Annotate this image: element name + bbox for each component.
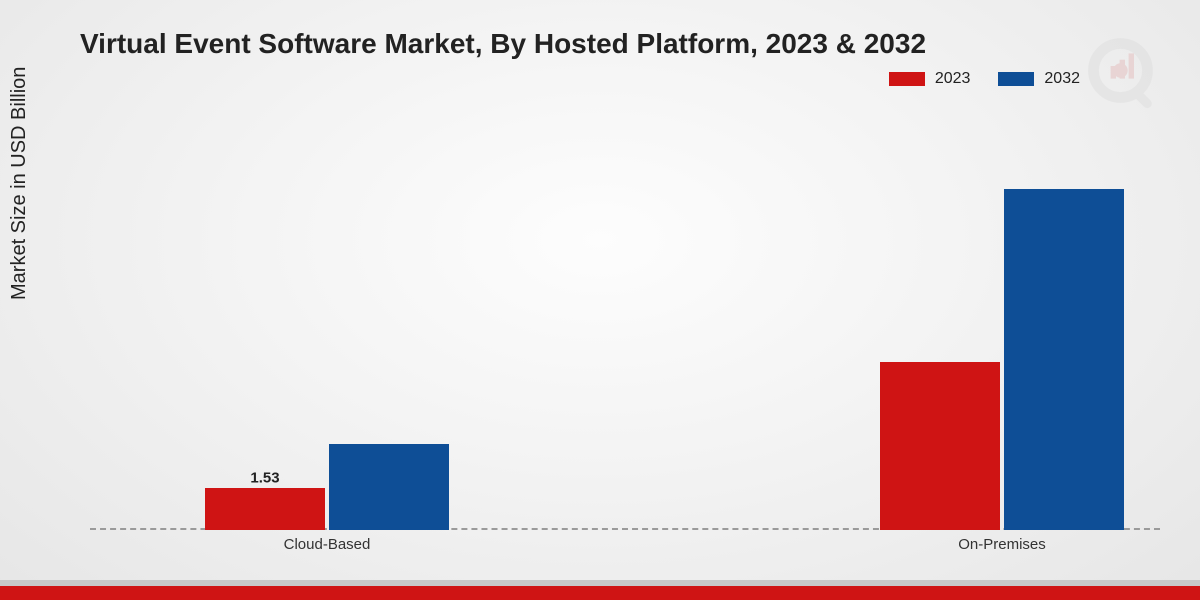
legend-swatch-2023 xyxy=(889,72,925,86)
category-label-onprem: On-Premises xyxy=(958,536,1046,553)
chart-title: Virtual Event Software Market, By Hosted… xyxy=(80,28,926,60)
legend-label-2032: 2032 xyxy=(1044,70,1080,88)
legend: 2023 2032 xyxy=(889,70,1080,88)
value-label-cloud-2023: 1.53 xyxy=(250,469,279,486)
bar-onprem-2032 xyxy=(1004,189,1124,530)
legend-swatch-2032 xyxy=(998,72,1034,86)
y-axis-label: Market Size in USD Billion xyxy=(8,67,31,300)
category-label-cloud: Cloud-Based xyxy=(284,536,371,553)
legend-item-2023: 2023 xyxy=(889,70,971,88)
footer-bar xyxy=(0,586,1200,600)
bar-cloud-2023: 1.53 xyxy=(205,488,325,530)
legend-item-2032: 2032 xyxy=(998,70,1080,88)
bar-group-on-premises: On-Premises xyxy=(880,189,1124,530)
bar-group-cloud-based: 1.53 Cloud-Based xyxy=(205,444,449,530)
legend-label-2023: 2023 xyxy=(935,70,971,88)
chart-container: Virtual Event Software Market, By Hosted… xyxy=(0,0,1200,600)
bar-onprem-2023 xyxy=(880,362,1000,530)
bar-cloud-2032 xyxy=(329,444,449,530)
plot-area: 1.53 Cloud-Based On-Premises xyxy=(90,110,1160,530)
